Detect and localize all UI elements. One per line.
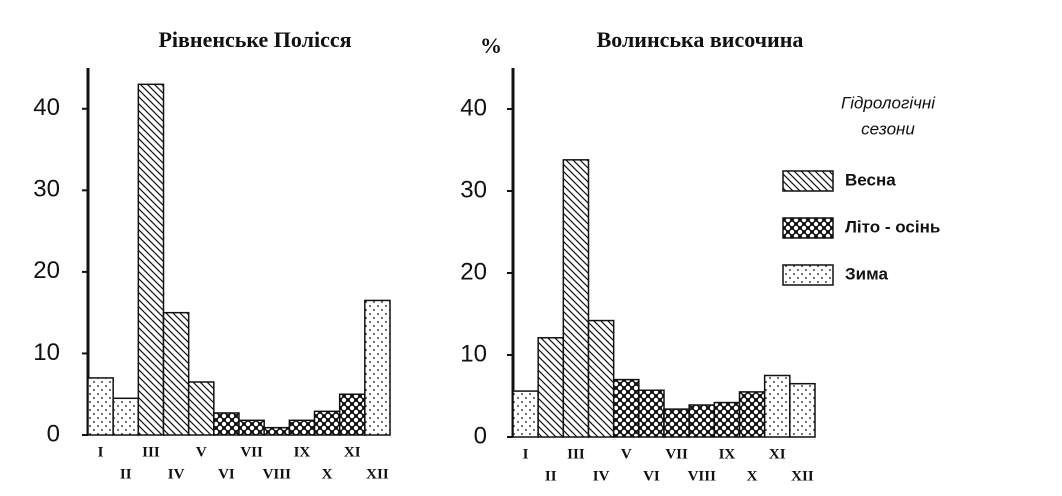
bar bbox=[313, 410, 341, 436]
y-axis-label: % bbox=[480, 33, 502, 58]
x-tick-label: III bbox=[142, 444, 160, 460]
bar bbox=[338, 393, 366, 436]
x-tick-label: IV bbox=[593, 468, 610, 484]
bar bbox=[263, 426, 291, 436]
legend-label: Літо - осінь bbox=[845, 217, 940, 236]
x-tick-label: V bbox=[621, 446, 632, 462]
bar bbox=[562, 159, 590, 438]
x-tick-label: XII bbox=[791, 468, 814, 484]
x-tick-label: VII bbox=[240, 444, 263, 460]
x-tick-label: I bbox=[523, 446, 529, 462]
chart-title: Рівненське Полісся bbox=[158, 27, 351, 52]
y-tick-label: 30 bbox=[460, 176, 487, 203]
bar bbox=[713, 401, 741, 438]
bar bbox=[612, 378, 640, 438]
x-tick-label: X bbox=[747, 468, 758, 484]
x-tick-label: V bbox=[196, 444, 207, 460]
x-tick-label: II bbox=[120, 466, 132, 482]
y-tick-label: 0 bbox=[47, 420, 60, 447]
bar bbox=[162, 311, 190, 436]
x-tick-label: II bbox=[545, 468, 557, 484]
x-tick-label: X bbox=[322, 466, 333, 482]
x-tick-label: III bbox=[567, 446, 585, 462]
x-tick-label: VII bbox=[665, 446, 688, 462]
y-tick-label: 10 bbox=[460, 340, 487, 367]
x-tick-label: VI bbox=[218, 466, 235, 482]
x-tick-label: I bbox=[98, 444, 104, 460]
legend-swatch bbox=[782, 264, 834, 286]
bar bbox=[187, 381, 215, 436]
x-tick-label: XI bbox=[769, 446, 786, 462]
x-tick-label: VIII bbox=[688, 468, 717, 484]
y-tick-label: 0 bbox=[474, 422, 487, 449]
x-tick-label: IV bbox=[168, 466, 185, 482]
y-tick-label: 20 bbox=[460, 258, 487, 285]
x-tick-label: XI bbox=[344, 444, 361, 460]
x-tick-label: VIII bbox=[263, 466, 292, 482]
bar bbox=[238, 419, 265, 436]
x-tick-label: IX bbox=[294, 444, 311, 460]
bar bbox=[738, 391, 766, 438]
legend-title: Гідрологічні bbox=[841, 93, 936, 112]
legend-title: сезони bbox=[861, 119, 915, 138]
legend-label: Зима bbox=[845, 264, 888, 283]
bar bbox=[364, 299, 391, 436]
y-tick-label: 20 bbox=[33, 257, 60, 284]
bar bbox=[137, 83, 165, 436]
legend-swatch bbox=[782, 217, 834, 239]
bar bbox=[763, 374, 791, 438]
bar bbox=[288, 419, 316, 436]
bar bbox=[87, 377, 114, 436]
legend-swatch bbox=[782, 170, 834, 192]
bar bbox=[663, 408, 690, 438]
y-tick-label: 10 bbox=[33, 339, 60, 366]
bar bbox=[789, 382, 816, 438]
chart-title: Волинська височина bbox=[597, 27, 804, 52]
bar bbox=[537, 337, 565, 438]
bar bbox=[512, 390, 539, 438]
y-tick-label: 40 bbox=[460, 94, 487, 121]
bar bbox=[587, 319, 615, 438]
x-tick-label: XII bbox=[366, 466, 389, 482]
bar bbox=[112, 397, 140, 436]
y-tick-label: 40 bbox=[33, 94, 60, 121]
legend-label: Весна bbox=[845, 170, 896, 189]
bar bbox=[213, 412, 240, 436]
bar bbox=[688, 404, 716, 438]
bar bbox=[638, 389, 665, 438]
y-tick-label: 30 bbox=[33, 176, 60, 203]
x-tick-label: IX bbox=[719, 446, 736, 462]
x-tick-label: VI bbox=[643, 468, 660, 484]
